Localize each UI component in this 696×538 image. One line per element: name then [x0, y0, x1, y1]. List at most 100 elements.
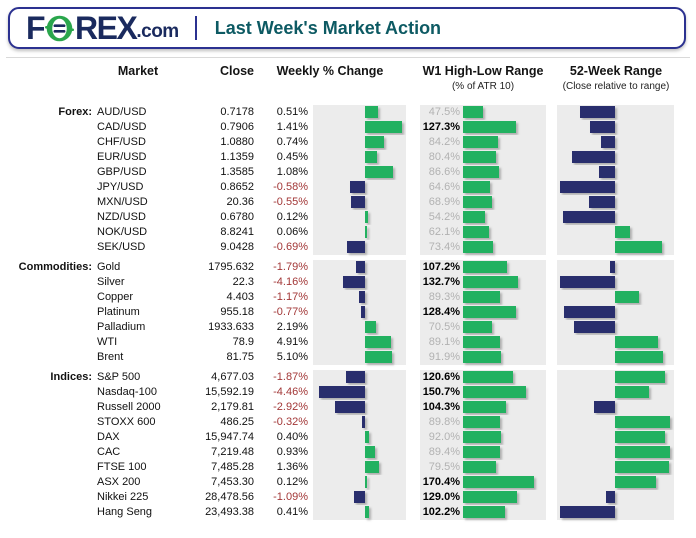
close-value: 7,485.28	[211, 461, 254, 473]
w52-range-chart-cell	[557, 385, 674, 400]
w52-range-bar	[599, 166, 615, 178]
logo-text-rex: REX	[75, 10, 138, 46]
weekly-change-value: 0.06%	[276, 226, 308, 238]
weekly-change-chart-cell	[313, 370, 406, 385]
close-value: 0.6780	[220, 211, 254, 223]
weekly-change-chart-cell	[313, 210, 406, 225]
table-row: CHF/USD 1.0880 0.74% 84.2%	[0, 135, 696, 150]
weekly-change-bar	[365, 476, 367, 488]
w52-range-bar	[560, 181, 615, 193]
section-label	[0, 210, 92, 225]
w1-range-chart-cell: 128.4%	[420, 305, 546, 320]
w52-range-chart-cell	[557, 415, 674, 430]
weekly-change-bar	[365, 351, 392, 363]
column-subheader-w1-range: (% of ATR 10)	[451, 81, 515, 92]
market-name: CAD/USD	[97, 121, 147, 133]
w1-range-value: 70.5%	[428, 321, 460, 333]
w52-range-chart-cell	[557, 165, 674, 180]
w1-range-bar	[463, 371, 514, 383]
close-value: 1.0880	[220, 136, 254, 148]
w1-range-bar	[463, 181, 490, 193]
market-name: S&P 500	[97, 371, 141, 383]
market-name: WTI	[97, 336, 118, 348]
section-label	[0, 275, 92, 290]
market-name: Palladium	[97, 321, 146, 333]
w1-range-chart-cell: 170.4%	[420, 475, 546, 490]
weekly-change-chart-cell	[313, 275, 406, 290]
section-indices: Indices: S&P 500 4,677.03 -1.87% 120.6% Nasda…	[0, 370, 696, 520]
close-value: 15,947.74	[205, 431, 254, 443]
section-label	[0, 445, 92, 460]
w52-range-bar	[560, 506, 615, 518]
section-label	[0, 240, 92, 255]
weekly-change-bar	[365, 211, 369, 223]
market-name: EUR/USD	[97, 151, 147, 163]
w52-range-bar	[573, 321, 615, 333]
close-value: 486.25	[220, 416, 254, 428]
w1-range-chart-cell: 150.7%	[420, 385, 546, 400]
section-label	[0, 120, 92, 135]
w1-range-bar	[463, 506, 506, 518]
table-row: Nasdaq-100 15,592.19 -4.46% 150.7%	[0, 385, 696, 400]
market-name: CHF/USD	[97, 136, 146, 148]
w1-range-value: 150.7%	[422, 386, 460, 398]
w1-range-chart-cell: 89.8%	[420, 415, 546, 430]
w1-range-bar	[463, 241, 494, 253]
w1-range-value: 120.6%	[422, 371, 460, 383]
forex-o-icon	[45, 15, 75, 41]
table-body: Forex: AUD/USD 0.7178 0.51% 47.5% CAD/USD 0.79…	[0, 105, 696, 525]
market-name: DAX	[97, 431, 120, 443]
close-value: 23,493.38	[205, 506, 254, 518]
weekly-change-bar	[349, 181, 365, 193]
section-label	[0, 305, 92, 320]
w1-range-bar	[463, 351, 502, 363]
w52-range-bar	[579, 106, 615, 118]
weekly-change-value: -0.55%	[273, 196, 308, 208]
w1-range-bar	[463, 151, 497, 163]
weekly-change-chart-cell	[313, 430, 406, 445]
w52-range-bar	[615, 386, 650, 398]
weekly-change-chart-cell	[313, 105, 406, 120]
table-row: Platinum 955.18 -0.77% 128.4%	[0, 305, 696, 320]
weekly-change-value: 5.10%	[276, 351, 308, 363]
w52-range-bar	[615, 431, 666, 443]
w52-range-bar	[615, 351, 663, 363]
w52-range-chart-cell	[557, 335, 674, 350]
table-row: ASX 200 7,453.30 0.12% 170.4%	[0, 475, 696, 490]
w1-range-chart-cell: 47.5%	[420, 105, 546, 120]
w52-range-chart-cell	[557, 430, 674, 445]
w52-range-chart-cell	[557, 350, 674, 365]
w1-range-bar	[463, 401, 507, 413]
weekly-change-chart-cell	[313, 165, 406, 180]
table-row: SEK/USD 9.0428 -0.69% 73.4%	[0, 240, 696, 255]
w52-range-bar	[601, 136, 615, 148]
table-row: NZD/USD 0.6780 0.12% 54.2%	[0, 210, 696, 225]
w1-range-value: 64.6%	[428, 181, 460, 193]
w1-range-value: 128.4%	[422, 306, 460, 318]
weekly-change-value: 0.41%	[276, 506, 308, 518]
weekly-change-value: -4.46%	[273, 386, 308, 398]
weekly-change-value: 0.40%	[276, 431, 308, 443]
weekly-change-value: 0.93%	[276, 446, 308, 458]
section-label	[0, 415, 92, 430]
w1-range-chart-cell: 64.6%	[420, 180, 546, 195]
weekly-change-value: -1.79%	[273, 261, 308, 273]
market-name: JPY/USD	[97, 181, 144, 193]
section-label: Commodities:	[18, 261, 92, 273]
market-name: CAC	[97, 446, 121, 458]
close-value: 0.7906	[220, 121, 254, 133]
table-row: STOXX 600 486.25 -0.32% 89.8%	[0, 415, 696, 430]
weekly-change-bar	[350, 196, 365, 208]
weekly-change-chart-cell	[313, 475, 406, 490]
w52-range-chart-cell	[557, 260, 674, 275]
market-name: MXN/USD	[97, 196, 148, 208]
weekly-change-value: 1.08%	[276, 166, 308, 178]
logo-text-com: .com	[136, 20, 179, 42]
market-name: Platinum	[97, 306, 140, 318]
section-label	[0, 430, 92, 445]
w1-range-chart-cell: 91.9%	[420, 350, 546, 365]
table-row: WTI 78.9 4.91% 89.1%	[0, 335, 696, 350]
w1-range-value: 91.9%	[428, 351, 460, 363]
w1-range-bar	[463, 261, 508, 273]
column-header-market: Market	[117, 64, 159, 78]
